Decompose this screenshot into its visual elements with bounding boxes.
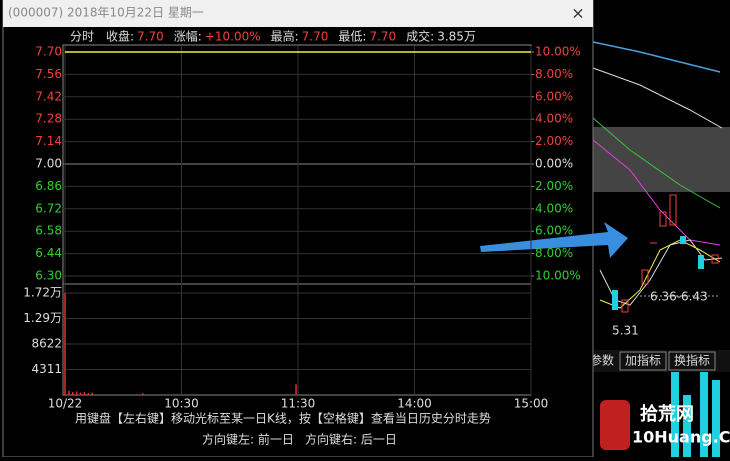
y-tick-label: 1.29万 bbox=[23, 311, 62, 325]
arrow bbox=[480, 222, 628, 258]
y2-tick-label: 4.00% bbox=[535, 112, 573, 126]
watermark: 拾荒网 bbox=[640, 403, 694, 425]
y-tick-label: 6.30 bbox=[35, 269, 62, 283]
footer-right: 方向键右: 后一日 bbox=[305, 432, 397, 447]
y-tick-label: 7.00 bbox=[35, 157, 62, 171]
y-tick-label: 6.72 bbox=[35, 201, 62, 215]
bg-label: 6.36-6.43 bbox=[650, 290, 708, 304]
background-chart: 6.36-6.43 5.31 参数 加指标 换指标 拾荒网 10Huang.CN bbox=[590, 0, 730, 457]
button[interactable]: 换指标 bbox=[674, 353, 710, 368]
info-label: 最低: bbox=[338, 30, 366, 44]
info-value: 7.70 bbox=[137, 30, 164, 44]
y2-tick-label: 2.00% bbox=[535, 179, 573, 193]
y-tick-label: 7.70 bbox=[35, 45, 62, 59]
y2-tick-label: 0.00% bbox=[535, 157, 573, 171]
info-label: 成交: bbox=[406, 29, 434, 44]
bg-label: 5.31 bbox=[612, 324, 639, 338]
y-tick-label: 4311 bbox=[31, 362, 62, 376]
title-bar bbox=[3, 0, 593, 27]
y2-tick-label: 6.00% bbox=[535, 224, 573, 238]
footer-left: 方向键左: 前一日 bbox=[202, 432, 294, 447]
mode: 分时 bbox=[70, 30, 94, 44]
y-tick-label: 6.44 bbox=[35, 246, 62, 260]
footer-hint: 用键盘【左右键】移动光标至某一日K线，按【空格键】查看当日历史分时走势 bbox=[75, 411, 491, 426]
button[interactable]: 加指标 bbox=[625, 353, 661, 368]
button[interactable]: 参数 bbox=[590, 353, 614, 368]
y-tick-label: 7.28 bbox=[35, 112, 62, 126]
x-tick-label: 14:00 bbox=[397, 397, 432, 411]
info-value: +10.00% bbox=[205, 30, 261, 44]
x-tick-label: 10/22 bbox=[48, 397, 83, 411]
watermark: 10Huang.CN bbox=[632, 428, 730, 447]
y2-tick-label: 4.00% bbox=[535, 201, 573, 215]
y2-tick-label: 8.00% bbox=[535, 67, 573, 81]
info-label: 收盘: bbox=[106, 29, 134, 44]
y-tick-label: 7.14 bbox=[35, 134, 62, 148]
x-tick-label: 10:30 bbox=[164, 397, 199, 411]
y-tick-label: 6.58 bbox=[35, 224, 62, 238]
info-value: 7.70 bbox=[369, 30, 396, 44]
y2-tick-label: 8.00% bbox=[535, 246, 573, 260]
window-title: (000007) 2018年10月22日 星期一 bbox=[8, 6, 204, 20]
y2-tick-label: 10.00% bbox=[535, 269, 581, 283]
info-value: 7.70 bbox=[302, 30, 329, 44]
x-tick-label: 15:00 bbox=[514, 397, 549, 411]
y-tick-label: 7.42 bbox=[35, 89, 62, 103]
info-bar: 分时 收盘: 7.70 涨幅: +10.00% 最高: 7.70 最低: 7.70 成交: 3.85… bbox=[70, 29, 476, 44]
y-tick-label: 7.56 bbox=[35, 67, 62, 81]
info-label: 最高: bbox=[271, 29, 299, 44]
info-value: 3.85万 bbox=[437, 30, 476, 44]
info-label: 涨幅: bbox=[174, 29, 202, 44]
close-button[interactable]: × bbox=[571, 4, 584, 23]
x-tick-label: 11:30 bbox=[281, 397, 316, 411]
y-tick-label: 8622 bbox=[31, 337, 62, 351]
y2-tick-label: 10.00% bbox=[535, 45, 581, 59]
y-tick-label: 6.86 bbox=[35, 179, 62, 193]
y2-tick-label: 2.00% bbox=[535, 134, 573, 148]
y2-tick-label: 6.00% bbox=[535, 89, 573, 103]
y-tick-label: 1.72万 bbox=[23, 286, 62, 300]
